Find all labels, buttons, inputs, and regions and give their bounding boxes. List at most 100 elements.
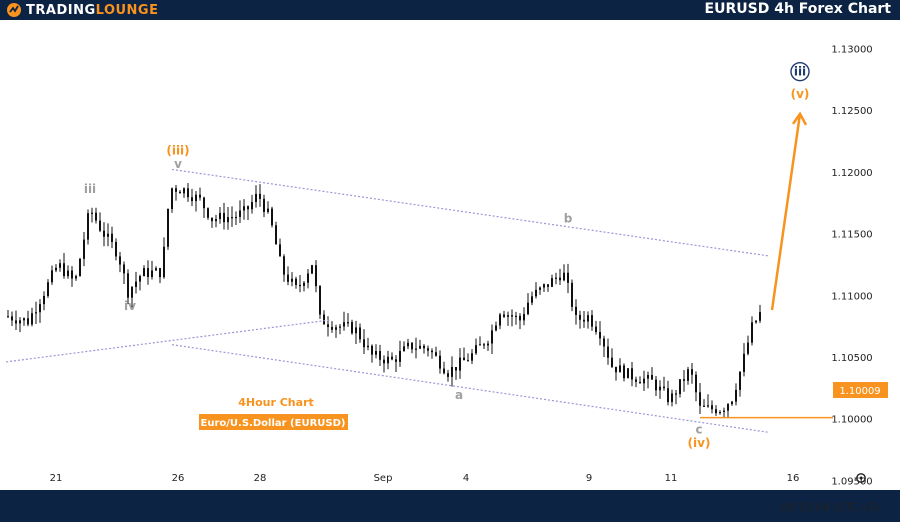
candle-body-60: [247, 206, 249, 210]
candle-body-177: [715, 409, 717, 414]
candle-body-68: [279, 244, 281, 257]
candle-body-8: [39, 304, 41, 313]
candle-body-83: [339, 326, 341, 328]
candle-body-147: [595, 326, 597, 333]
candle-body-75: [307, 273, 309, 283]
candle-body-166: [671, 393, 673, 403]
candle-body-65: [267, 208, 269, 212]
candle-body-115: [467, 360, 469, 362]
candle-body-42: [175, 188, 177, 192]
candle-body-49: [203, 197, 205, 209]
candle-body-133: [539, 287, 541, 290]
candle-body-4: [23, 318, 25, 321]
candle-body-125: [507, 315, 509, 317]
candle-body-135: [547, 284, 549, 287]
candle-body-16: [71, 270, 73, 279]
candle-body-108: [439, 355, 441, 369]
candle-body-40: [167, 208, 169, 247]
channel-line-0: [171, 168, 769, 257]
candle-body-36: [151, 270, 153, 277]
candle-body-140: [567, 272, 569, 283]
candle-body-86: [351, 322, 353, 334]
candle-body-94: [383, 359, 385, 364]
candle-body-38: [159, 268, 161, 278]
candle-body-10: [47, 282, 49, 297]
candle-body-43: [179, 191, 181, 194]
candle-body-95: [387, 356, 389, 364]
candle-body-149: [603, 338, 605, 347]
candle-body-127: [515, 315, 517, 318]
candle-body-97: [395, 359, 397, 362]
candle-body-28: [119, 256, 121, 265]
candle-body-121: [491, 330, 493, 344]
timeframe-label: 4Hour Chart: [238, 396, 314, 409]
candle-body-137: [555, 277, 557, 279]
time-tick-5: 9: [586, 473, 592, 484]
candle-body-51: [211, 217, 213, 222]
candle-body-14: [63, 263, 65, 277]
candle-body-180: [727, 404, 729, 411]
instrument-label: Euro/U.S.Dollar (EURUSD): [201, 418, 346, 429]
price-axis: 1.13000 1.12500 1.12000 1.11500 1.11000 1.105…: [831, 45, 872, 488]
candle-body-35: [147, 268, 149, 277]
price-tick-3: 1.11500: [831, 230, 872, 241]
candle-body-0: [7, 316, 9, 318]
candle-body-80: [327, 324, 329, 328]
candle-body-32: [135, 281, 137, 288]
candle-body-138: [559, 277, 561, 281]
candle-body-98: [399, 350, 401, 362]
channel-line-1: [5, 319, 331, 363]
candle-body-92: [375, 351, 377, 355]
candle-body-176: [711, 405, 713, 410]
last-price-label: 1.10009: [839, 386, 880, 397]
candle-body-103: [419, 345, 421, 349]
candle-body-144: [583, 319, 585, 322]
candle-body-9: [43, 296, 45, 305]
candle-body-21: [91, 212, 93, 214]
settings-gear-icon[interactable]: [856, 473, 866, 483]
candle-body-156: [631, 368, 633, 380]
candle-body-91: [371, 345, 373, 355]
candle-body-67: [275, 225, 277, 245]
candle-body-117: [475, 345, 477, 354]
candle-body-41: [171, 188, 173, 209]
candle-body-99: [403, 346, 405, 351]
candle-body-153: [619, 365, 621, 373]
wave-label-2: iii: [84, 182, 96, 196]
candle-body-64: [263, 198, 265, 212]
candle-body-72: [295, 278, 297, 285]
candle-body-172: [695, 374, 697, 393]
candle-body-152: [615, 366, 617, 373]
candle-body-90: [367, 345, 369, 348]
price-tick-1: 1.12500: [831, 106, 872, 117]
candle-body-170: [687, 369, 689, 381]
candle-body-131: [531, 296, 533, 303]
wave-label-8: (v): [791, 87, 810, 101]
candle-body-159: [643, 378, 645, 384]
price-tick-4: 1.11000: [831, 291, 872, 302]
candle-body-111: [451, 366, 453, 377]
price-tick-2: 1.12000: [831, 168, 872, 179]
wave-label-4: b: [564, 211, 573, 225]
time-tick-3: Sep: [374, 473, 393, 484]
candle-body-139: [563, 272, 565, 281]
candle-body-105: [427, 348, 429, 351]
candle-body-100: [407, 342, 409, 347]
candle-body-132: [535, 289, 537, 297]
candle-body-160: [647, 374, 649, 379]
candle-body-167: [675, 393, 677, 395]
wave-projection: [700, 111, 833, 419]
candle-body-184: [743, 353, 745, 372]
logo-mark-icon: [7, 3, 21, 17]
candle-body-30: [127, 273, 129, 298]
candle-body-15: [67, 270, 69, 277]
candle-body-168: [679, 379, 681, 395]
candle-body-24: [103, 230, 105, 237]
candle-body-124: [503, 314, 505, 317]
candle-body-39: [163, 246, 165, 278]
candle-body-76: [311, 265, 313, 274]
candle-body-66: [271, 208, 273, 226]
candle-body-44: [183, 188, 185, 194]
candle-body-173: [699, 392, 701, 406]
